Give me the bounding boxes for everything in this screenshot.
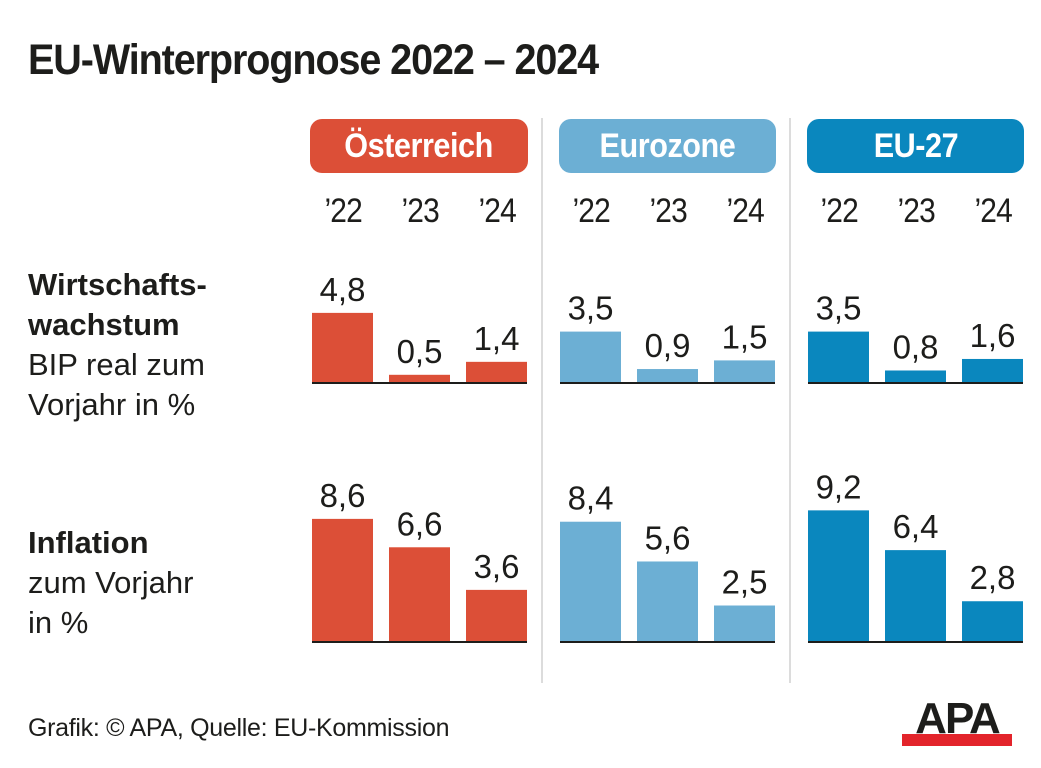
bar-inflation-oesterreich-0	[312, 518, 373, 641]
badge-eu27: EU-27	[807, 119, 1024, 173]
bar-growth-eu27-1	[885, 370, 946, 382]
bar-growth-oesterreich-2	[466, 361, 527, 382]
year-label: ’22	[572, 192, 610, 230]
year-label: ’24	[478, 192, 516, 230]
value-label: 1,5	[722, 318, 768, 355]
bar-growth-eu27-2	[962, 358, 1023, 382]
bar-inflation-oesterreich-2	[466, 589, 527, 641]
value-label: 6,4	[893, 508, 939, 545]
row-label-inflation: Inflation zum Vorjahr in %	[28, 523, 193, 643]
row-label-growth: Wirtschafts- wachstum BIP real zum Vorja…	[28, 265, 207, 425]
column-divider	[541, 118, 543, 683]
value-label: 2,5	[722, 564, 768, 601]
value-label: 6,6	[397, 505, 443, 542]
row-label-inflation-sub-1: zum Vorjahr	[28, 565, 194, 600]
bar-growth-eurozone-1	[637, 369, 698, 382]
bar-growth-eurozone-2	[714, 360, 775, 382]
year-label: ’23	[649, 192, 687, 230]
value-label: 9,2	[816, 468, 862, 505]
year-label: ’22	[324, 192, 362, 230]
badge-eurozone-label: Eurozone	[599, 126, 736, 165]
badge-eu27-label: EU-27	[873, 126, 958, 165]
value-label: 1,4	[474, 320, 520, 357]
year-label: ’24	[726, 192, 764, 230]
row-label-inflation-sub-2: in %	[28, 605, 89, 640]
chart-title: EU-Winterprognose 2022 – 2024	[28, 36, 599, 84]
row-label-growth-sub-1: BIP real zum	[28, 347, 205, 382]
badge-oesterreich-label: Österreich	[344, 126, 494, 165]
column-divider	[789, 118, 791, 683]
apa-logo-bar	[902, 734, 1012, 746]
value-label: 5,6	[645, 519, 691, 556]
bar-growth-eu27-0	[808, 331, 869, 382]
value-label: 4,8	[320, 271, 366, 308]
value-label: 0,5	[397, 333, 443, 370]
value-label: 8,6	[320, 477, 366, 514]
value-label: 3,5	[816, 290, 862, 327]
row-label-growth-title-2: wachstum	[28, 307, 180, 342]
year-label: ’23	[401, 192, 439, 230]
bar-growth-eurozone-0	[560, 331, 621, 382]
row-label-inflation-title: Inflation	[28, 525, 149, 560]
year-label: ’23	[897, 192, 935, 230]
value-label: 0,9	[645, 327, 691, 364]
source-credit: Grafik: © APA, Quelle: EU-Kommission	[28, 714, 450, 742]
apa-logo: APA	[902, 694, 1012, 746]
year-label: ’22	[820, 192, 858, 230]
badge-oesterreich: Österreich	[310, 119, 528, 173]
row-label-growth-title-1: Wirtschafts-	[28, 267, 207, 302]
bar-inflation-oesterreich-1	[389, 547, 450, 641]
row-label-growth-sub-2: Vorjahr in %	[28, 387, 196, 422]
year-label: ’24	[974, 192, 1012, 230]
bar-growth-oesterreich-0	[312, 312, 373, 382]
value-label: 2,8	[970, 559, 1016, 596]
bar-inflation-eurozone-0	[560, 521, 621, 641]
value-label: 3,6	[474, 548, 520, 585]
value-label: 0,8	[893, 328, 939, 365]
bar-inflation-eu27-2	[962, 601, 1023, 641]
bar-inflation-eu27-0	[808, 510, 869, 641]
value-label: 8,4	[568, 480, 614, 517]
bar-inflation-eurozone-1	[637, 561, 698, 641]
badge-eurozone: Eurozone	[559, 119, 776, 173]
value-label: 1,6	[970, 317, 1016, 354]
bar-inflation-eurozone-2	[714, 605, 775, 641]
value-label: 3,5	[568, 290, 614, 327]
bar-inflation-eu27-1	[885, 550, 946, 641]
bar-growth-oesterreich-1	[389, 374, 450, 382]
